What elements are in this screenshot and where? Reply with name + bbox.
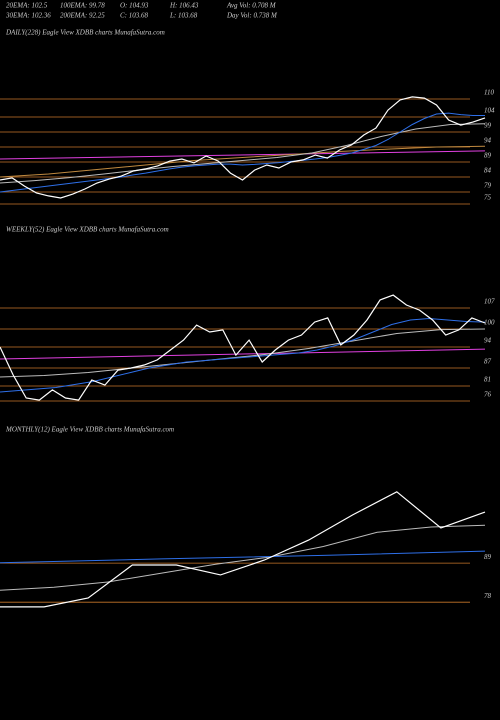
header-stat: Day Vol: 0.738 M	[226, 12, 278, 20]
header-stat: O: 104.93	[120, 2, 149, 10]
panel-title: MONTHLY(12) Eagle View XDBB charts Munaf…	[5, 426, 174, 434]
y-tick-label: 104	[484, 107, 495, 115]
header-stat: 200EMA: 92.25	[60, 12, 105, 20]
y-tick-label: 99	[484, 122, 492, 130]
y-tick-label: 79	[484, 182, 492, 190]
y-tick-label: 110	[484, 89, 494, 97]
price-line	[0, 328, 486, 378]
y-tick-label: 89	[484, 152, 492, 160]
y-tick-label: 81	[484, 376, 491, 384]
price-line	[0, 112, 485, 193]
y-tick-label: 94	[484, 137, 492, 145]
header-stat: Avg Vol: 0.708 M	[226, 2, 277, 10]
y-tick-label: 107	[484, 298, 495, 306]
y-tick-label: 89	[484, 553, 492, 561]
price-line	[0, 317, 486, 393]
y-tick-label: 94	[484, 337, 492, 345]
price-line	[0, 550, 486, 564]
y-tick-label: 76	[484, 391, 492, 399]
y-tick-label: 84	[484, 167, 492, 175]
price-line	[0, 145, 486, 178]
header-stat: H: 106.43	[169, 2, 199, 10]
price-line	[0, 294, 486, 401]
header-stat: 20EMA: 102.5	[6, 2, 48, 10]
header-stat: 100EMA: 99.78	[60, 2, 105, 10]
price-line	[0, 96, 486, 199]
y-tick-label: 75	[484, 194, 492, 202]
price-line	[0, 150, 486, 160]
price-line	[0, 123, 486, 184]
y-tick-label: 87	[484, 358, 492, 366]
panel-title: DAILY(228) Eagle View XDBB charts Munafa…	[5, 29, 165, 37]
price-line	[0, 524, 486, 591]
y-tick-label: 78	[484, 592, 492, 600]
price-line	[0, 348, 486, 360]
header-stat: L: 103.68	[169, 12, 198, 20]
y-tick-label: 100	[484, 319, 495, 327]
panel-title: WEEKLY(52) Eagle View XDBB charts Munafa…	[6, 226, 169, 234]
price-line	[0, 491, 486, 608]
header-stat: 30EMA: 102.36	[5, 12, 51, 20]
header-stat: C: 103.68	[120, 12, 149, 20]
